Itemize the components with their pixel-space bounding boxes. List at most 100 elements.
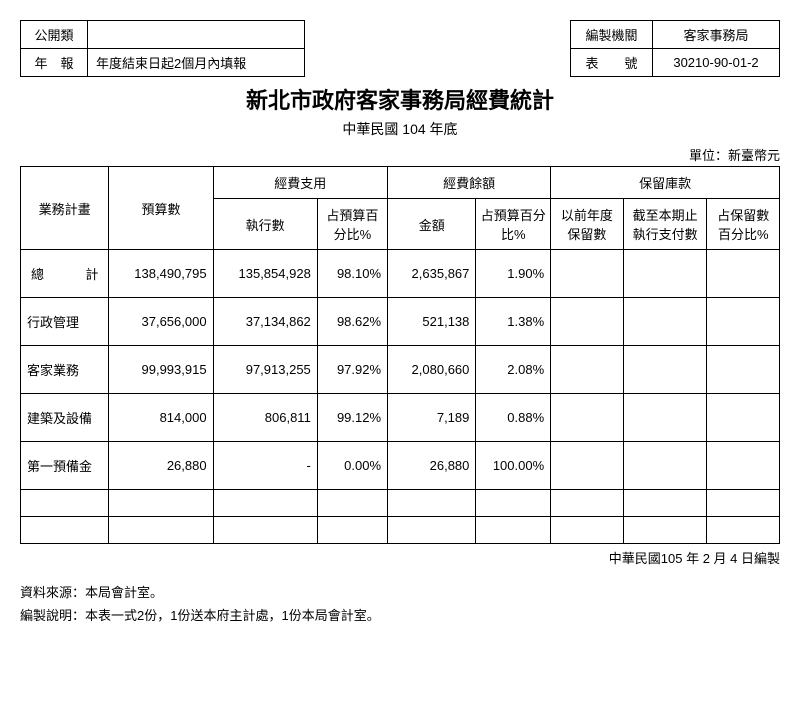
table-cell	[109, 517, 213, 544]
th-exec-pct: 占預算百分比%	[317, 199, 387, 250]
footer-date: 中華民國105 年 2 月 4 日編製	[20, 548, 780, 567]
table-cell	[707, 442, 780, 490]
table-cell	[551, 394, 624, 442]
page-subtitle: 中華民國 104 年底	[20, 119, 780, 139]
table-cell	[388, 490, 476, 517]
table-cell: 2,080,660	[388, 346, 476, 394]
table-cell	[21, 517, 109, 544]
footer-notes: 資料來源：本局會計室。 編製說明：本表一式2份，1份送本府主計處，1份本局會計室…	[20, 581, 780, 628]
table-cell: 135,854,928	[213, 250, 317, 298]
table-cell: 總 計	[21, 250, 109, 298]
table-cell	[623, 442, 707, 490]
table-cell	[551, 250, 624, 298]
table-cell	[707, 517, 780, 544]
table-cell: 客家業務	[21, 346, 109, 394]
header-right-r2-label: 表 號	[571, 49, 653, 77]
table-cell	[707, 250, 780, 298]
table-cell	[21, 490, 109, 517]
table-cell: 2,635,867	[388, 250, 476, 298]
table-cell	[317, 517, 387, 544]
table-cell	[623, 298, 707, 346]
header-meta-row: 公開類 年 報 年度結束日起2個月內填報 編製機關 客家事務局 表 號 3021…	[20, 20, 780, 77]
table-cell: 97,913,255	[213, 346, 317, 394]
table-row: 總 計138,490,795135,854,92898.10%2,635,867…	[21, 250, 780, 298]
table-cell	[707, 490, 780, 517]
table-cell: 1.90%	[476, 250, 551, 298]
table-cell	[213, 517, 317, 544]
table-cell	[623, 250, 707, 298]
table-cell	[623, 394, 707, 442]
th-prev-reserve: 以前年度保留數	[551, 199, 624, 250]
table-cell	[707, 298, 780, 346]
table-row-empty	[21, 517, 780, 544]
table-cell: 0.00%	[317, 442, 387, 490]
table-cell: 814,000	[109, 394, 213, 442]
table-cell: 521,138	[388, 298, 476, 346]
th-reserve-pct: 占保留數百分比%	[707, 199, 780, 250]
table-cell	[623, 490, 707, 517]
table-cell	[109, 490, 213, 517]
table-cell	[551, 346, 624, 394]
table-cell: 行政管理	[21, 298, 109, 346]
unit-label: 單位：新臺幣元	[20, 145, 780, 164]
table-cell: 138,490,795	[109, 250, 213, 298]
table-row-empty	[21, 490, 780, 517]
table-row: 第一預備金26,880-0.00%26,880100.00%	[21, 442, 780, 490]
table-cell: 99.12%	[317, 394, 387, 442]
th-exec: 執行數	[213, 199, 317, 250]
table-cell	[551, 490, 624, 517]
th-amount-pct: 占預算百分比%	[476, 199, 551, 250]
table-cell: 37,656,000	[109, 298, 213, 346]
table-cell	[707, 346, 780, 394]
footer-note-2: 編製說明：本表一式2份，1份送本府主計處，1份本局會計室。	[20, 604, 780, 627]
table-cell: 第一預備金	[21, 442, 109, 490]
table-cell: 1.38%	[476, 298, 551, 346]
th-reserve-group: 保留庫款	[551, 167, 780, 199]
table-cell	[476, 517, 551, 544]
header-left-r2-value: 年度結束日起2個月內填報	[88, 49, 305, 77]
table-cell	[551, 517, 624, 544]
table-cell: 26,880	[388, 442, 476, 490]
table-row: 行政管理37,656,00037,134,86298.62%521,1381.3…	[21, 298, 780, 346]
table-cell: 98.10%	[317, 250, 387, 298]
table-cell	[707, 394, 780, 442]
table-cell: 7,189	[388, 394, 476, 442]
table-row: 客家業務99,993,91597,913,25597.92%2,080,6602…	[21, 346, 780, 394]
th-plan: 業務計畫	[21, 167, 109, 250]
th-budget: 預算數	[109, 167, 213, 250]
table-cell	[213, 490, 317, 517]
table-row: 建築及設備814,000806,81199.12%7,1890.88%	[21, 394, 780, 442]
main-table: 業務計畫 預算數 經費支用 經費餘額 保留庫款 執行數 占預算百分比% 金額 占…	[20, 166, 780, 544]
table-cell: 97.92%	[317, 346, 387, 394]
table-cell	[317, 490, 387, 517]
table-cell: 100.00%	[476, 442, 551, 490]
table-cell	[551, 442, 624, 490]
table-cell: 98.62%	[317, 298, 387, 346]
th-balance-group: 經費餘額	[388, 167, 551, 199]
header-left-table: 公開類 年 報 年度結束日起2個月內填報	[20, 20, 305, 77]
header-right-table: 編製機關 客家事務局 表 號 30210-90-01-2	[570, 20, 780, 77]
table-cell: 26,880	[109, 442, 213, 490]
header-right-r2-value: 30210-90-01-2	[653, 49, 780, 77]
table-cell: 806,811	[213, 394, 317, 442]
table-cell	[623, 517, 707, 544]
th-expense-group: 經費支用	[213, 167, 387, 199]
header-left-r1-label: 公開類	[21, 21, 88, 49]
th-paid-to-date: 截至本期止執行支付數	[623, 199, 707, 250]
table-cell: 37,134,862	[213, 298, 317, 346]
table-cell: 建築及設備	[21, 394, 109, 442]
table-cell: 0.88%	[476, 394, 551, 442]
table-cell	[388, 517, 476, 544]
table-cell	[551, 298, 624, 346]
th-amount: 金額	[388, 199, 476, 250]
table-cell	[476, 490, 551, 517]
header-left-r1-value	[88, 21, 305, 49]
table-cell: 99,993,915	[109, 346, 213, 394]
header-right-r1-label: 編製機關	[571, 21, 653, 49]
header-right-r1-value: 客家事務局	[653, 21, 780, 49]
table-cell: -	[213, 442, 317, 490]
table-cell: 2.08%	[476, 346, 551, 394]
page-title: 新北市政府客家事務局經費統計	[20, 83, 780, 115]
header-left-r2-label: 年 報	[21, 49, 88, 77]
footer-note-1: 資料來源：本局會計室。	[20, 581, 780, 604]
